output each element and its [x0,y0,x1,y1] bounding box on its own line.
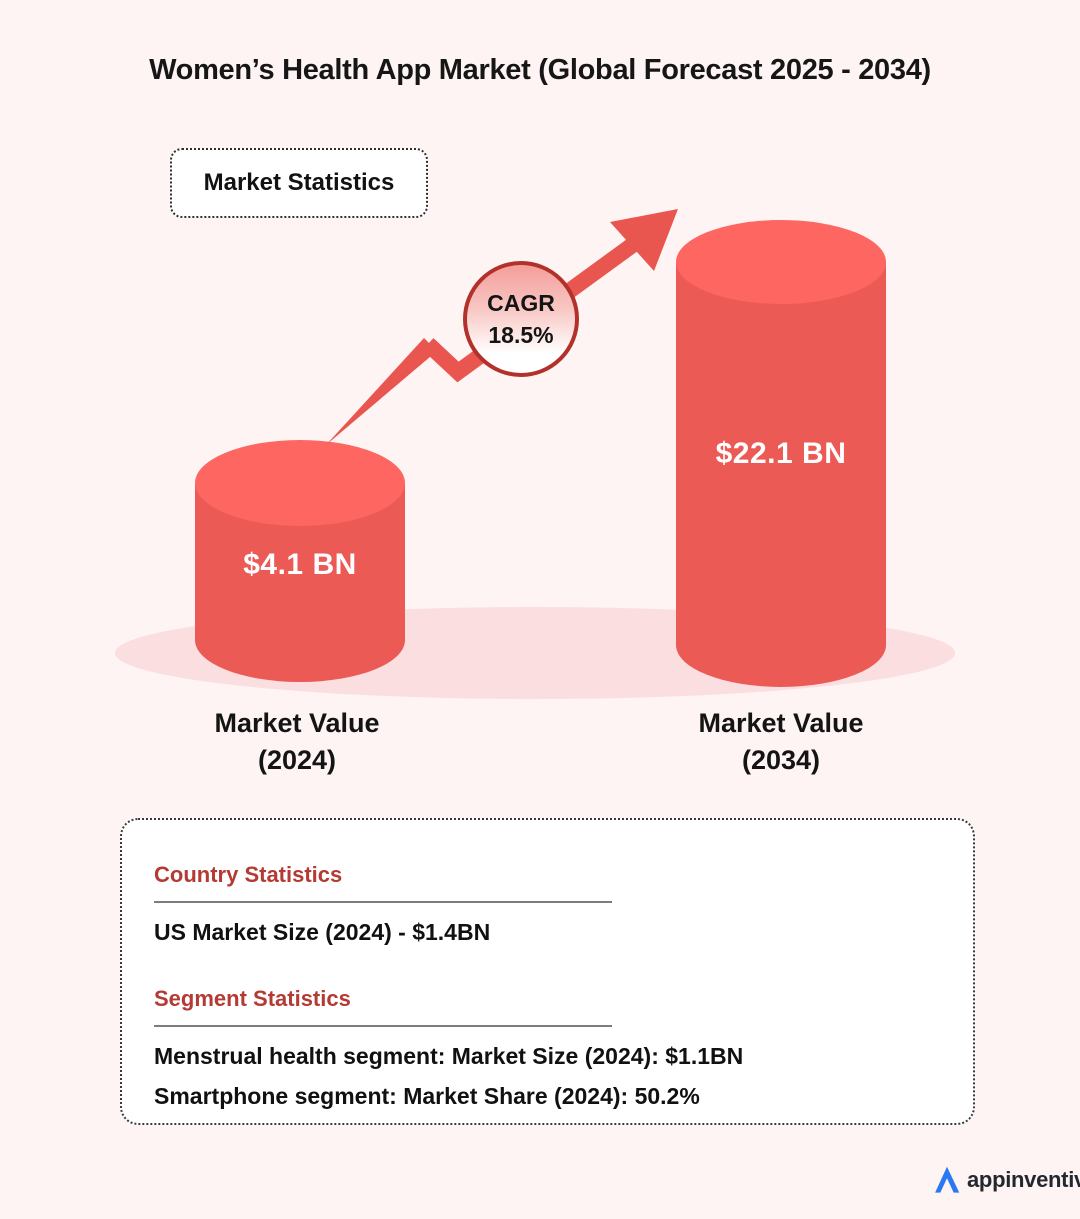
country-statistics-divider [154,901,612,903]
axis-label-2024-line2: (2024) [257,745,337,775]
us-market-size-line: US Market Size (2024) - $1.4BN [154,919,491,945]
segment-statistics-heading: Segment Statistics [154,986,351,1011]
cagr-value: 18.5% [488,321,554,348]
appinventiv-logo-text: appinventiv [967,1167,1080,1192]
bar-chart-graphic [115,209,955,699]
country-statistics-section: Country Statistics US Market Size (2024)… [154,862,939,946]
axis-label-2024: Market Value (2024) [147,705,447,779]
market-statistics-badge-label: Market Statistics [203,169,395,196]
cagr-label: CAGR [487,289,555,316]
segment-statistics-divider [154,1025,612,1027]
bar-2024-value-label: $4.1 BN [243,548,357,581]
axis-label-2034-line2: (2034) [741,745,821,775]
segment-statistics-section: Segment Statistics Menstrual health segm… [154,986,939,1110]
appinventiv-logo: appinventiv [933,1162,1080,1198]
axis-label-2024-line1: Market Value [214,708,380,738]
bar-2034-cylinder [676,220,886,687]
market-statistics-badge: Market Statistics [170,148,428,218]
page-title: Women’s Health App Market (Global Foreca… [149,54,931,86]
bar-2024-cylinder [195,440,405,682]
menstrual-segment-line: Menstrual health segment: Market Size (2… [154,1043,744,1069]
smartphone-segment-line: Smartphone segment: Market Share (2024):… [154,1083,700,1109]
cagr-badge: CAGR 18.5% [463,261,579,377]
axis-label-2034: Market Value (2034) [631,705,931,779]
bar-2034-value-label: $22.1 BN [715,437,847,470]
statistics-panel: Country Statistics US Market Size (2024)… [120,818,975,1125]
appinventiv-logo-icon [935,1166,960,1193]
country-statistics-heading: Country Statistics [154,862,343,887]
axis-label-2034-line1: Market Value [698,708,864,738]
growth-arrow-icon [326,209,678,445]
